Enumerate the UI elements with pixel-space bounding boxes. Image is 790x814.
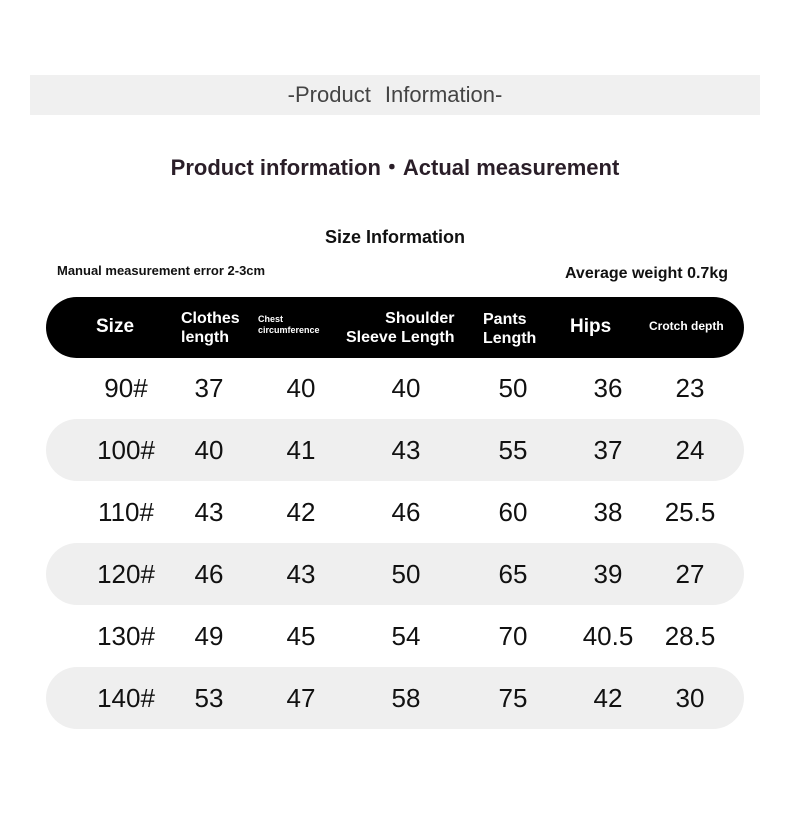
- table-cell: 46: [391, 497, 421, 527]
- table-cell: 36: [593, 373, 623, 403]
- table-cell: 49: [194, 621, 224, 651]
- table-cell: 50: [498, 373, 528, 403]
- table-cell: 50: [391, 559, 421, 589]
- table-row: 110# 43 42 46 60 38 25.5: [46, 481, 744, 543]
- header-clothes-length: Clothes length: [181, 309, 240, 347]
- header-text: Pants: [483, 311, 527, 328]
- section-title: Size Information: [324, 227, 465, 247]
- table-cell: 41: [286, 435, 316, 465]
- header-hips: Hips: [570, 316, 612, 337]
- table-cell: 28.5: [664, 621, 716, 651]
- header-pants-length: Pants Length: [483, 310, 536, 348]
- table-cell: 70: [498, 621, 528, 651]
- header-crotch-depth: Crotch depth: [649, 319, 724, 333]
- table-cell: 37: [194, 373, 224, 403]
- table-cell: 42: [593, 683, 623, 713]
- table-cell: 40: [391, 373, 421, 403]
- table-cell: 42: [286, 497, 316, 527]
- measurement-note: Manual measurement error 2-3cm: [57, 263, 266, 278]
- table-cell: 140#: [97, 683, 155, 713]
- table-cell: 53: [194, 683, 224, 713]
- header-chest: Chest circumference: [258, 314, 320, 336]
- table-cell: 75: [498, 683, 528, 713]
- table-cell: 25.5: [664, 497, 716, 527]
- table-cell: 40.5: [582, 621, 634, 651]
- table-header: Size Clothes length Chest circumference Sh…: [46, 297, 744, 358]
- table-cell: 90#: [104, 373, 148, 403]
- header-text: length: [181, 329, 229, 347]
- table-cell: 40: [286, 373, 316, 403]
- table-cell: 60: [498, 497, 528, 527]
- table-cell: 130#: [97, 621, 155, 651]
- banner-title: -Product Information-: [287, 82, 503, 107]
- table-cell: 43: [286, 559, 316, 589]
- table-cell: 65: [498, 559, 528, 589]
- table-row: 140# 53 47 58 75 42 30: [46, 667, 744, 729]
- table-cell: 27: [675, 559, 705, 589]
- table-cell: 100#: [97, 435, 155, 465]
- header-text: Chest: [258, 314, 284, 324]
- table-cell: 30: [675, 683, 705, 713]
- table-row: 120# 46 43 50 65 39 27: [46, 543, 744, 605]
- header-shoulder-sleeve: Shoulder Sleeve Length: [346, 309, 454, 347]
- table-cell: 55: [498, 435, 528, 465]
- subtitle: Product information・Actual measurement: [170, 155, 620, 180]
- table-cell: 37: [593, 435, 623, 465]
- table-cell: 120#: [97, 559, 155, 589]
- table-cell: 46: [194, 559, 224, 589]
- table-cell: 23: [675, 373, 705, 403]
- table-cell: 54: [391, 621, 421, 651]
- table-cell: 45: [286, 621, 316, 651]
- table-cell: 24: [675, 435, 705, 465]
- table-cell: 43: [194, 497, 224, 527]
- banner: -Product Information-: [30, 75, 760, 115]
- table-row: 100# 40 41 43 55 37 24: [46, 419, 744, 481]
- table-cell: 38: [593, 497, 623, 527]
- table-cell: 47: [286, 683, 316, 713]
- table-cell: 40: [194, 435, 224, 465]
- header-text: Clothes: [181, 310, 240, 327]
- table-cell: 58: [391, 683, 421, 713]
- table-cell: 43: [391, 435, 421, 465]
- header-text: circumference: [258, 324, 320, 335]
- header-text: Sleeve Length: [346, 329, 455, 347]
- table-row: 130# 49 45 54 70 40.5 28.5: [46, 605, 744, 667]
- table-cell: 110#: [98, 497, 154, 527]
- header-size: Size: [96, 316, 135, 337]
- header-text: Shoulder: [385, 310, 455, 327]
- table-cell: 39: [593, 559, 623, 589]
- average-weight: Average weight 0.7kg: [564, 265, 728, 282]
- header-text: Length: [483, 330, 537, 348]
- table-row: 90# 37 40 40 50 36 23: [46, 357, 744, 419]
